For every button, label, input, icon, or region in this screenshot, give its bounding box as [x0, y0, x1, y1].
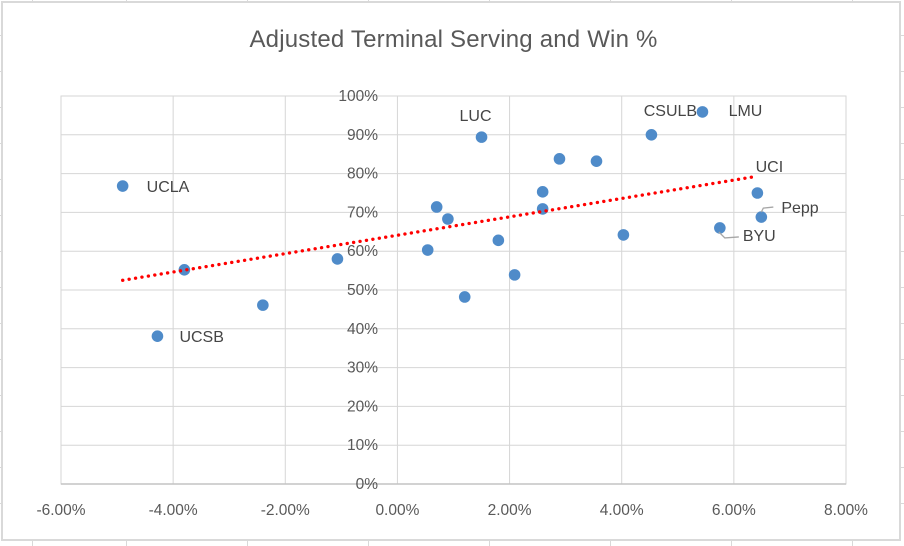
point-label-ucla: UCLA [147, 179, 190, 196]
spreadsheet-gridline-stub [901, 503, 904, 504]
spreadsheet-gridline-stub [901, 467, 904, 468]
x-tick-label: 8.00% [824, 502, 868, 519]
data-point[interactable] [430, 201, 443, 213]
spreadsheet-gridline-stub [901, 323, 904, 324]
data-point-lmu[interactable] [696, 106, 709, 118]
spreadsheet-gridline-stub [610, 541, 611, 546]
spreadsheet-gridline-stub [901, 215, 904, 216]
point-label-pepp: Pepp [781, 200, 818, 217]
chart-title[interactable]: Adjusted Terminal Serving and Win % [249, 26, 658, 53]
x-tick-label: 6.00% [712, 502, 756, 519]
x-tick-label: 4.00% [600, 502, 644, 519]
x-tick-label: 2.00% [488, 502, 532, 519]
spreadsheet-gridline-stub [489, 541, 490, 546]
spreadsheet-gridline-stub [852, 541, 853, 546]
y-tick-label: 50% [347, 282, 378, 299]
x-tick-label: -4.00% [149, 502, 198, 519]
label-leader-line [718, 231, 739, 239]
data-point[interactable] [458, 291, 471, 303]
spreadsheet-gridline-stub [901, 179, 904, 180]
y-tick-label: 20% [347, 398, 378, 415]
spreadsheet-gridline-stub [901, 35, 904, 36]
spreadsheet-gridline-stub [901, 287, 904, 288]
point-label-byu: BYU [743, 228, 776, 245]
y-tick-label: 40% [347, 321, 378, 338]
point-label-uci: UCI [756, 159, 784, 176]
data-point-byu[interactable] [714, 222, 726, 234]
y-tick-label: 100% [338, 88, 378, 105]
data-point-luc[interactable] [475, 131, 488, 143]
data-point[interactable] [442, 213, 454, 225]
spreadsheet-gridline-stub [901, 251, 904, 252]
spreadsheet-gridline-stub [32, 541, 33, 546]
spreadsheet-gridline-stub [126, 541, 127, 546]
point-label-lmu: LMU [729, 103, 763, 120]
spreadsheet-gridline-stub [901, 71, 904, 72]
data-point-ucla[interactable] [116, 180, 129, 192]
data-point-uci[interactable] [751, 187, 764, 199]
data-point-ucsb[interactable] [151, 330, 164, 342]
data-point[interactable] [421, 244, 434, 256]
data-point[interactable] [257, 299, 269, 311]
data-point[interactable] [508, 269, 521, 281]
x-tick-label: -6.00% [36, 502, 85, 519]
data-point-pepp[interactable] [755, 211, 768, 223]
y-tick-label: 80% [347, 166, 378, 183]
point-label-ucsb: UCSB [179, 329, 223, 346]
data-point-csulb[interactable] [645, 129, 658, 141]
y-tick-label: 0% [356, 476, 379, 493]
y-tick-label: 10% [347, 437, 378, 454]
label-leader-line [760, 206, 774, 213]
data-point[interactable] [536, 186, 549, 198]
trendline[interactable] [121, 174, 759, 282]
spreadsheet-gridline-stub [901, 395, 904, 396]
point-label-csulb: CSULB [644, 103, 697, 120]
data-point[interactable] [178, 264, 191, 276]
data-point[interactable] [331, 253, 344, 265]
spreadsheet-gridline-stub [368, 541, 369, 546]
y-tick-label: 90% [347, 127, 378, 144]
spreadsheet-gridline-stub [901, 359, 904, 360]
y-tick-label: 30% [347, 360, 378, 377]
y-tick-label: 70% [347, 204, 378, 221]
point-label-luc: LUC [460, 108, 492, 125]
data-point[interactable] [553, 153, 566, 165]
x-tick-label: -2.00% [261, 502, 310, 519]
data-point[interactable] [492, 234, 505, 247]
x-tick-label: 0.00% [375, 502, 419, 519]
spreadsheet-gridline-stub [247, 541, 248, 546]
spreadsheet-gridline-stub [901, 107, 904, 108]
spreadsheet-gridline-stub [901, 431, 904, 432]
data-point[interactable] [617, 229, 630, 241]
spreadsheet-gridline-stub [731, 541, 732, 546]
data-point[interactable] [590, 155, 603, 167]
spreadsheet-gridline-stub [901, 143, 904, 144]
y-tick-label: 60% [347, 243, 378, 260]
